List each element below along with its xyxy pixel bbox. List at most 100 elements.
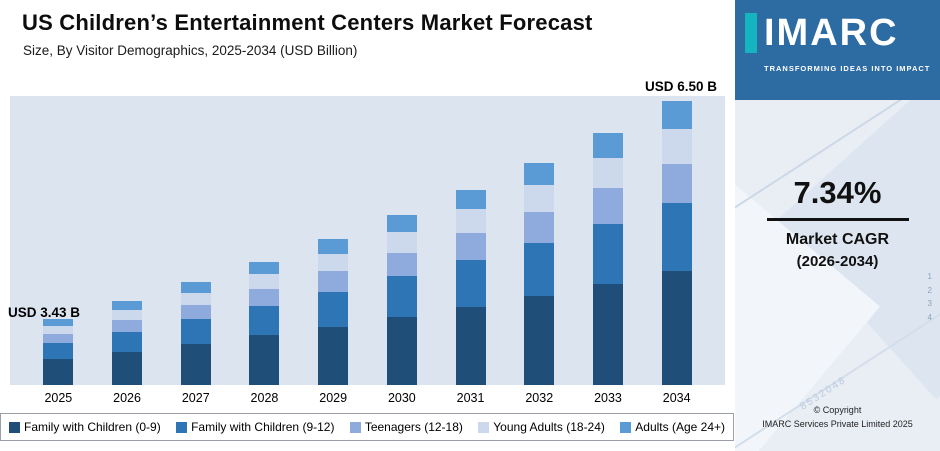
bar-segment <box>386 232 417 253</box>
legend-label: Young Adults (18-24) <box>493 420 605 434</box>
stacked-bar-2031 <box>455 189 486 385</box>
bar-segment <box>455 260 486 307</box>
bar-segment <box>455 232 486 261</box>
bar-slot <box>642 96 711 385</box>
legend: Family with Children (0-9) Family with Ch… <box>0 413 734 441</box>
bar-segment <box>43 358 74 385</box>
bar-segment <box>592 188 623 224</box>
bars-row <box>10 96 725 385</box>
stacked-bar-2033 <box>592 132 623 385</box>
x-axis-label: 2026 <box>113 391 141 405</box>
sidebar: 1 2 3 4 8532048 IMARC TRANSFORMING IDEAS… <box>735 0 940 451</box>
legend-swatch-icon <box>9 421 20 433</box>
cagr-divider <box>766 218 909 221</box>
cagr-years: (2026-2034) <box>796 253 879 270</box>
bar-segment <box>455 306 486 385</box>
bar-slot <box>505 96 574 385</box>
copyright-line2: IMARC Services Private Limited 2025 <box>762 418 913 429</box>
cagr-block: 7.34% Market CAGR (2026-2034) <box>735 175 940 270</box>
bar-segment <box>249 335 280 385</box>
chart-subtitle: Size, By Visitor Demographics, 2025-2034… <box>23 43 358 58</box>
bar-segment <box>249 305 280 336</box>
x-axis-label: 2032 <box>525 391 554 405</box>
bar-segment <box>180 282 211 293</box>
chart-plot-area <box>10 96 725 385</box>
bar-segment <box>386 215 417 233</box>
bar-segment <box>318 291 349 327</box>
stacked-bar-2025 <box>43 319 74 385</box>
stacked-bar-2027 <box>180 282 211 385</box>
bar-segment <box>318 253 349 272</box>
bar-slot <box>574 96 643 385</box>
bar-segment <box>112 331 143 352</box>
x-axis-label: 2028 <box>250 391 279 405</box>
bar-segment <box>249 273 280 289</box>
bar-slot <box>368 96 437 385</box>
legend-label: Family with Children (9-12) <box>191 420 335 434</box>
copyright-line1: © Copyright <box>813 405 862 415</box>
legend-label: Family with Children (0-9) <box>24 420 161 434</box>
bar-segment <box>318 271 349 292</box>
bar-segment <box>249 288 280 306</box>
bar-slot <box>299 96 368 385</box>
bar-segment <box>318 326 349 385</box>
legend-item: Family with Children (9-12) <box>176 420 334 434</box>
bar-segment <box>43 319 74 326</box>
x-axis-label: 2034 <box>662 391 691 405</box>
bar-segment <box>661 203 692 272</box>
stacked-bar-2030 <box>386 215 417 385</box>
bar-segment <box>180 292 211 305</box>
legend-swatch-icon <box>349 421 361 433</box>
bar-segment <box>592 223 623 285</box>
legend-item: Teenagers (12-18) <box>349 420 463 434</box>
stacked-bar-2032 <box>524 162 555 385</box>
bar-segment <box>661 101 692 130</box>
legend-swatch-icon <box>176 421 188 433</box>
bar-segment <box>180 343 211 385</box>
x-axis-label: 2033 <box>594 391 622 405</box>
bar-segment <box>318 239 349 254</box>
bar-segment <box>386 317 417 385</box>
chart-section: US Children’s Entertainment Centers Mark… <box>0 10 734 441</box>
bar-slot <box>230 96 299 385</box>
copyright: © Copyright IMARC Services Private Limit… <box>735 404 940 432</box>
x-axis-label: 2029 <box>319 391 348 405</box>
x-axis-label: 2030 <box>387 391 416 405</box>
bar-slot <box>436 96 505 385</box>
legend-item: Adults (Age 24+) <box>620 420 725 434</box>
bar-segment <box>112 301 143 310</box>
stacked-bar-2026 <box>112 301 143 385</box>
legend-label: Adults (Age 24+) <box>635 420 725 434</box>
bar-segment <box>661 163 692 204</box>
bar-segment <box>455 189 486 210</box>
legend-item: Family with Children (0-9) <box>9 420 161 434</box>
bar-segment <box>661 271 692 385</box>
bar-segment <box>112 319 143 332</box>
cagr-value: 7.34% <box>793 175 882 210</box>
bar-segment <box>524 162 555 185</box>
sidebar-header: IMARC TRANSFORMING IDEAS INTO IMPACT <box>735 0 940 100</box>
x-axis-label: 2031 <box>456 391 485 405</box>
bar-segment <box>386 276 417 317</box>
x-axis-label: 2025 <box>44 391 73 405</box>
legend-item: Young Adults (18-24) <box>478 420 605 434</box>
bar-segment <box>661 129 692 164</box>
bar-segment <box>592 157 623 189</box>
legend-swatch-icon <box>478 421 490 433</box>
bar-segment <box>112 351 143 385</box>
annotation-first-value: USD 3.43 B <box>8 305 81 320</box>
bar-segment <box>524 242 555 297</box>
bar-segment <box>524 211 555 243</box>
cagr-label: Market CAGR <box>785 231 890 248</box>
bar-segment <box>592 132 623 158</box>
bar-segment <box>43 342 74 359</box>
bar-segment <box>112 309 143 320</box>
stacked-bar-2029 <box>318 239 349 385</box>
logo-accent-bar-icon <box>745 13 757 53</box>
bar-segment <box>180 319 211 344</box>
page-title: US Children’s Entertainment Centers Mark… <box>22 10 593 35</box>
bar-slot <box>161 96 230 385</box>
bar-slot <box>93 96 162 385</box>
bar-slot <box>24 96 93 385</box>
